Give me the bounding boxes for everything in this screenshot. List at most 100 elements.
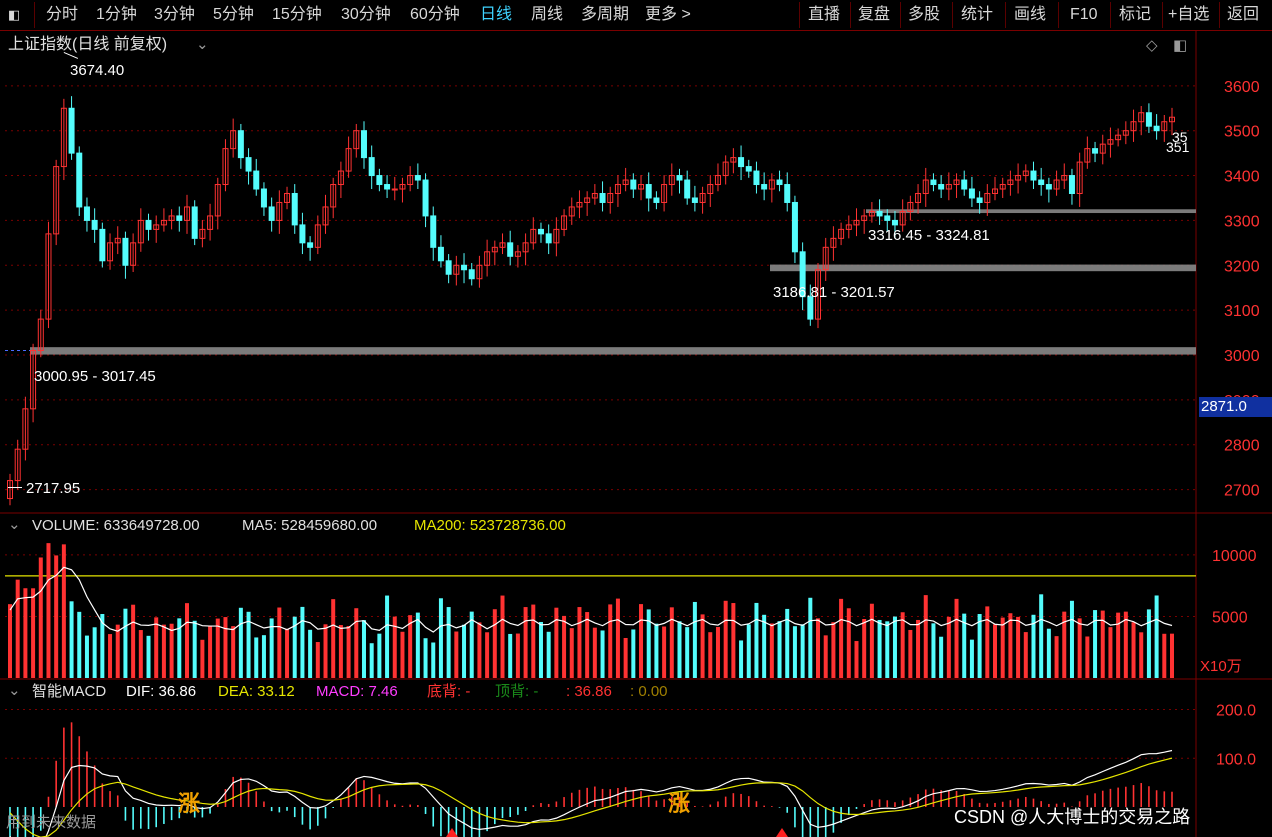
- volume-collapse-icon[interactable]: ⌄: [8, 516, 21, 533]
- volume-bar: [615, 598, 620, 678]
- volume-bar: [415, 612, 420, 678]
- candle-body: [876, 210, 883, 217]
- candle-body: [1130, 121, 1137, 132]
- multi-stock-button[interactable]: 多股: [908, 6, 941, 23]
- candle-body: [807, 296, 814, 320]
- support-zone: [866, 209, 1196, 214]
- period-tab-weekly[interactable]: 周线: [531, 6, 564, 23]
- statistics-button[interactable]: 统计: [961, 6, 994, 23]
- candle-body: [484, 251, 491, 266]
- volume-bar: [592, 627, 597, 678]
- candle-body: [76, 152, 83, 208]
- title-dropdown-icon[interactable]: ⌄: [196, 36, 209, 53]
- candle-body: [183, 206, 190, 221]
- candle-body: [199, 228, 206, 239]
- period-tab-3min[interactable]: 3分钟: [154, 6, 195, 23]
- candle-body: [922, 179, 929, 194]
- candle-body: [307, 242, 314, 248]
- volume-bar: [916, 619, 921, 678]
- volume-bar: [546, 631, 551, 678]
- f10-button[interactable]: F10: [1070, 6, 1098, 23]
- candle-body: [999, 184, 1006, 190]
- volume-bar: [715, 626, 720, 678]
- candle-body: [884, 215, 891, 221]
- period-tab-30min[interactable]: 30分钟: [341, 6, 391, 23]
- candle-body: [468, 269, 475, 280]
- volume-bar: [692, 601, 697, 678]
- candle-body: [461, 264, 468, 271]
- live-button[interactable]: 直播: [808, 6, 841, 23]
- period-tab-15min[interactable]: 15分钟: [272, 6, 322, 23]
- replay-button[interactable]: 复盘: [858, 6, 891, 23]
- current-price-tag: 2871.0: [1199, 397, 1272, 417]
- volume-bar: [354, 608, 359, 678]
- dea-line: [9, 757, 1173, 837]
- main-chart-title: 上证指数(日线 前复权): [8, 36, 168, 53]
- add-watchlist-button[interactable]: +自选: [1168, 6, 1210, 23]
- period-tab-1min[interactable]: 1分钟: [96, 6, 137, 23]
- toolbar-divider: [1005, 2, 1006, 28]
- diamond-icon[interactable]: ◇: [1146, 37, 1158, 54]
- candle-body: [276, 201, 283, 221]
- volume-bar: [477, 622, 482, 678]
- volume-bar: [208, 625, 213, 678]
- volume-bar: [400, 631, 405, 678]
- volume-bar: [1054, 636, 1059, 678]
- volume-bar: [669, 607, 674, 678]
- volume-bar: [869, 603, 874, 678]
- volume-bar: [723, 600, 728, 678]
- back-button[interactable]: 返回: [1227, 6, 1260, 23]
- dif-value-label: DIF: 36.86: [126, 683, 197, 700]
- volume-bar: [285, 628, 290, 678]
- volume-bar: [1170, 633, 1174, 678]
- mark-button[interactable]: 标记: [1119, 6, 1152, 23]
- candle-body: [153, 224, 160, 230]
- volume-bar: [677, 621, 682, 678]
- volume-bar: [338, 625, 343, 678]
- support-zone: [30, 347, 1196, 355]
- volume-bar: [1085, 636, 1090, 678]
- price-tick-label: 3600: [1224, 79, 1260, 96]
- candle-body: [160, 219, 167, 226]
- period-tab-fenshi[interactable]: 分时: [46, 6, 79, 23]
- candle-body: [360, 130, 367, 159]
- volume-bar: [577, 607, 582, 678]
- period-tab-60min[interactable]: 60分钟: [410, 6, 460, 23]
- volume-bar: [654, 623, 659, 678]
- macd-tick-label: 200.0: [1216, 703, 1256, 720]
- volume-bar: [192, 620, 197, 678]
- candle-body: [776, 179, 783, 186]
- sidebar-toggle-icon[interactable]: ◧: [8, 7, 21, 22]
- volume-bar: [331, 599, 336, 678]
- candle-body: [45, 233, 52, 320]
- volume-bar: [1016, 616, 1021, 678]
- volume-bar: [877, 619, 882, 678]
- volume-bar: [1046, 628, 1051, 678]
- price-tick-label: 2800: [1224, 438, 1260, 455]
- candle-body: [653, 197, 660, 203]
- candle-body: [907, 201, 914, 212]
- volume-bar: [46, 543, 51, 678]
- panel-toggle-icon[interactable]: ◧: [1173, 37, 1188, 54]
- period-tab-5min[interactable]: 5分钟: [213, 6, 254, 23]
- macd-collapse-icon[interactable]: ⌄: [8, 682, 21, 699]
- period-tab-more[interactable]: 更多 >: [645, 6, 691, 23]
- candle-body: [60, 107, 67, 168]
- period-tab-daily[interactable]: 日线: [480, 6, 513, 23]
- candle-body: [214, 184, 221, 217]
- toolbar-divider: [1219, 2, 1220, 28]
- period-tab-multi[interactable]: 多周期: [581, 6, 630, 23]
- candle-body: [984, 192, 991, 203]
- volume-bar: [831, 622, 836, 678]
- candle-body: [1053, 179, 1060, 190]
- drawing-button[interactable]: 画线: [1014, 6, 1047, 23]
- candle-body: [622, 179, 629, 186]
- volume-bar: [777, 621, 782, 678]
- low-price-label: 2717.95: [26, 480, 81, 497]
- volume-bar: [454, 631, 459, 678]
- candle-body: [714, 175, 721, 186]
- candle-body: [668, 175, 675, 186]
- volume-bar: [346, 626, 351, 678]
- volume-bar: [385, 595, 390, 678]
